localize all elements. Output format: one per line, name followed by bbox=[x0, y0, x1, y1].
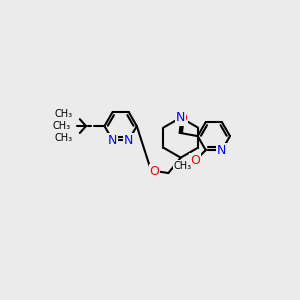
Text: O: O bbox=[150, 165, 160, 178]
Text: N: N bbox=[124, 134, 134, 147]
Text: N: N bbox=[217, 144, 226, 157]
Text: N: N bbox=[108, 134, 117, 147]
Text: CH₃: CH₃ bbox=[174, 160, 192, 170]
Text: O: O bbox=[190, 154, 200, 167]
Text: O: O bbox=[177, 112, 187, 125]
Text: CH₃: CH₃ bbox=[52, 121, 70, 131]
Text: N: N bbox=[176, 111, 185, 124]
Text: CH₃: CH₃ bbox=[55, 109, 73, 119]
Text: CH₃: CH₃ bbox=[55, 134, 73, 143]
